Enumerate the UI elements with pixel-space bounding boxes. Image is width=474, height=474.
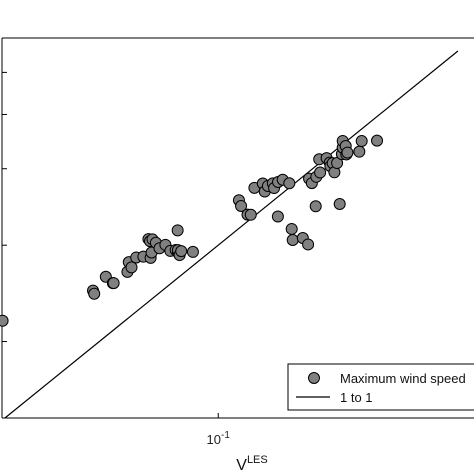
legend-label-maximum-wind-speed: Maximum wind speed bbox=[340, 371, 466, 386]
y-ticks bbox=[2, 71, 7, 343]
axes bbox=[1, 37, 474, 419]
data-point bbox=[125, 261, 138, 274]
data-point bbox=[271, 210, 284, 223]
data-point bbox=[285, 222, 298, 235]
x-tick-label: 10-1 bbox=[207, 430, 231, 447]
data-point bbox=[341, 146, 354, 159]
legend: Maximum wind speed 1 to 1 bbox=[287, 363, 474, 411]
data-point bbox=[314, 166, 327, 179]
data-point bbox=[0, 314, 9, 327]
data-point bbox=[371, 134, 384, 147]
legend-label-1-to-1: 1 to 1 bbox=[340, 390, 373, 405]
x-axis-label-base: V bbox=[236, 457, 247, 474]
legend-marker-maximum-wind-speed bbox=[308, 372, 320, 384]
data-points bbox=[0, 134, 384, 327]
data-point bbox=[353, 145, 366, 158]
data-point bbox=[171, 224, 184, 237]
data-point bbox=[244, 208, 257, 221]
data-point bbox=[283, 177, 296, 190]
x-ticks: 10-1 bbox=[207, 413, 231, 447]
data-point bbox=[355, 135, 368, 148]
data-point bbox=[333, 198, 346, 211]
data-point bbox=[186, 245, 199, 258]
data-point bbox=[107, 277, 120, 290]
one-to-one-line bbox=[4, 50, 459, 419]
x-axis-label: VLES bbox=[236, 454, 267, 474]
x-tick-label-exponent: -1 bbox=[221, 430, 230, 441]
data-point bbox=[309, 200, 322, 213]
x-axis-label-superscript: LES bbox=[247, 454, 268, 466]
legend-box bbox=[287, 363, 474, 411]
x-tick-label-base: 10 bbox=[207, 432, 221, 447]
data-point bbox=[286, 233, 299, 246]
data-point bbox=[302, 238, 315, 251]
data-point bbox=[235, 199, 248, 212]
data-point bbox=[88, 287, 101, 300]
data-point bbox=[175, 245, 188, 258]
